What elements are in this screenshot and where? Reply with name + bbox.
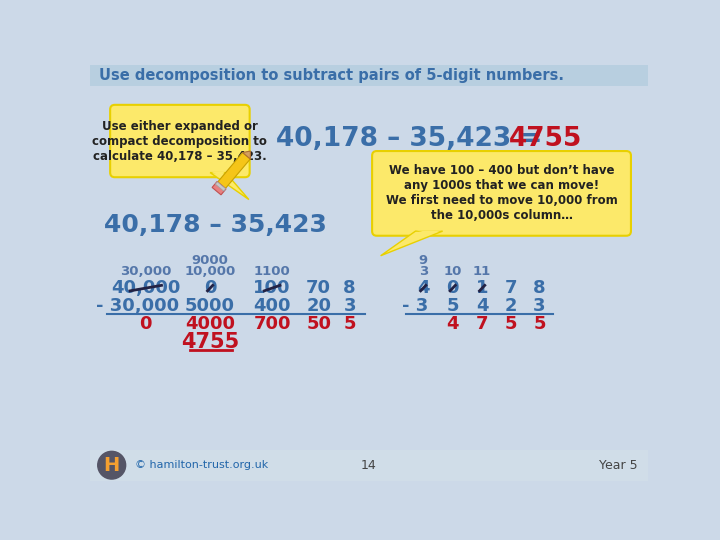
Text: Year 5: Year 5 <box>598 458 637 472</box>
Text: Use either expanded or
compact decomposition to
calculate 40,178 – 35,423.: Use either expanded or compact decomposi… <box>92 119 267 163</box>
Bar <box>90 65 648 86</box>
Polygon shape <box>381 231 443 256</box>
Text: - 30,000: - 30,000 <box>96 297 179 315</box>
Text: 5000: 5000 <box>185 297 235 315</box>
Text: 4: 4 <box>446 315 459 333</box>
Polygon shape <box>243 151 251 159</box>
Text: 3: 3 <box>343 297 356 315</box>
Text: 5: 5 <box>534 315 546 333</box>
Text: 50: 50 <box>306 315 331 333</box>
Text: 0: 0 <box>204 279 217 297</box>
Text: 400: 400 <box>253 297 291 315</box>
Text: 40,000: 40,000 <box>111 279 181 297</box>
Text: 0: 0 <box>446 279 459 297</box>
Polygon shape <box>211 172 225 176</box>
Text: 5: 5 <box>343 315 356 333</box>
Text: 1100: 1100 <box>253 265 290 278</box>
Polygon shape <box>215 182 225 191</box>
Text: 7: 7 <box>476 315 488 333</box>
Text: 10: 10 <box>444 265 462 278</box>
Text: 4755: 4755 <box>508 126 582 152</box>
Text: 8: 8 <box>343 279 356 297</box>
Text: 8: 8 <box>534 279 546 297</box>
Text: 7: 7 <box>505 279 517 297</box>
Text: 700: 700 <box>253 315 291 333</box>
Text: 4000: 4000 <box>185 315 235 333</box>
Text: 11: 11 <box>473 265 491 278</box>
Text: © hamilton-trust.org.uk: © hamilton-trust.org.uk <box>135 460 268 470</box>
Text: H: H <box>104 456 120 475</box>
Text: - 3: - 3 <box>402 297 428 315</box>
Text: 0: 0 <box>140 315 152 333</box>
Text: 3: 3 <box>418 265 428 278</box>
Text: 4: 4 <box>417 279 430 297</box>
FancyBboxPatch shape <box>372 151 631 236</box>
Text: 4755: 4755 <box>181 332 239 352</box>
Text: 30,000: 30,000 <box>120 265 171 278</box>
Circle shape <box>98 451 126 479</box>
Text: Use decomposition to subtract pairs of 5-digit numbers.: Use decomposition to subtract pairs of 5… <box>99 68 564 83</box>
Bar <box>90 450 648 481</box>
Text: 2: 2 <box>505 297 517 315</box>
Text: 10,000: 10,000 <box>184 265 235 278</box>
Text: 20: 20 <box>306 297 331 315</box>
Text: 9: 9 <box>419 254 428 267</box>
Polygon shape <box>210 173 249 200</box>
Text: 5: 5 <box>446 297 459 315</box>
Polygon shape <box>212 181 226 195</box>
Text: 3: 3 <box>534 297 546 315</box>
Text: 9000: 9000 <box>192 254 228 267</box>
Text: 100: 100 <box>253 279 291 297</box>
Polygon shape <box>416 231 442 234</box>
Polygon shape <box>217 152 251 188</box>
Text: 40,178 – 35,423 =: 40,178 – 35,423 = <box>276 126 552 152</box>
Text: 14: 14 <box>361 458 377 472</box>
Text: 40,178 – 35,423: 40,178 – 35,423 <box>104 213 327 237</box>
Text: 4: 4 <box>476 297 488 315</box>
Text: 5: 5 <box>505 315 517 333</box>
Text: We have 100 – 400 but don’t have
any 1000s that we can move!
We first need to mo: We have 100 – 400 but don’t have any 100… <box>386 164 618 222</box>
Text: 1: 1 <box>476 279 488 297</box>
FancyBboxPatch shape <box>110 105 250 177</box>
Text: 70: 70 <box>306 279 331 297</box>
